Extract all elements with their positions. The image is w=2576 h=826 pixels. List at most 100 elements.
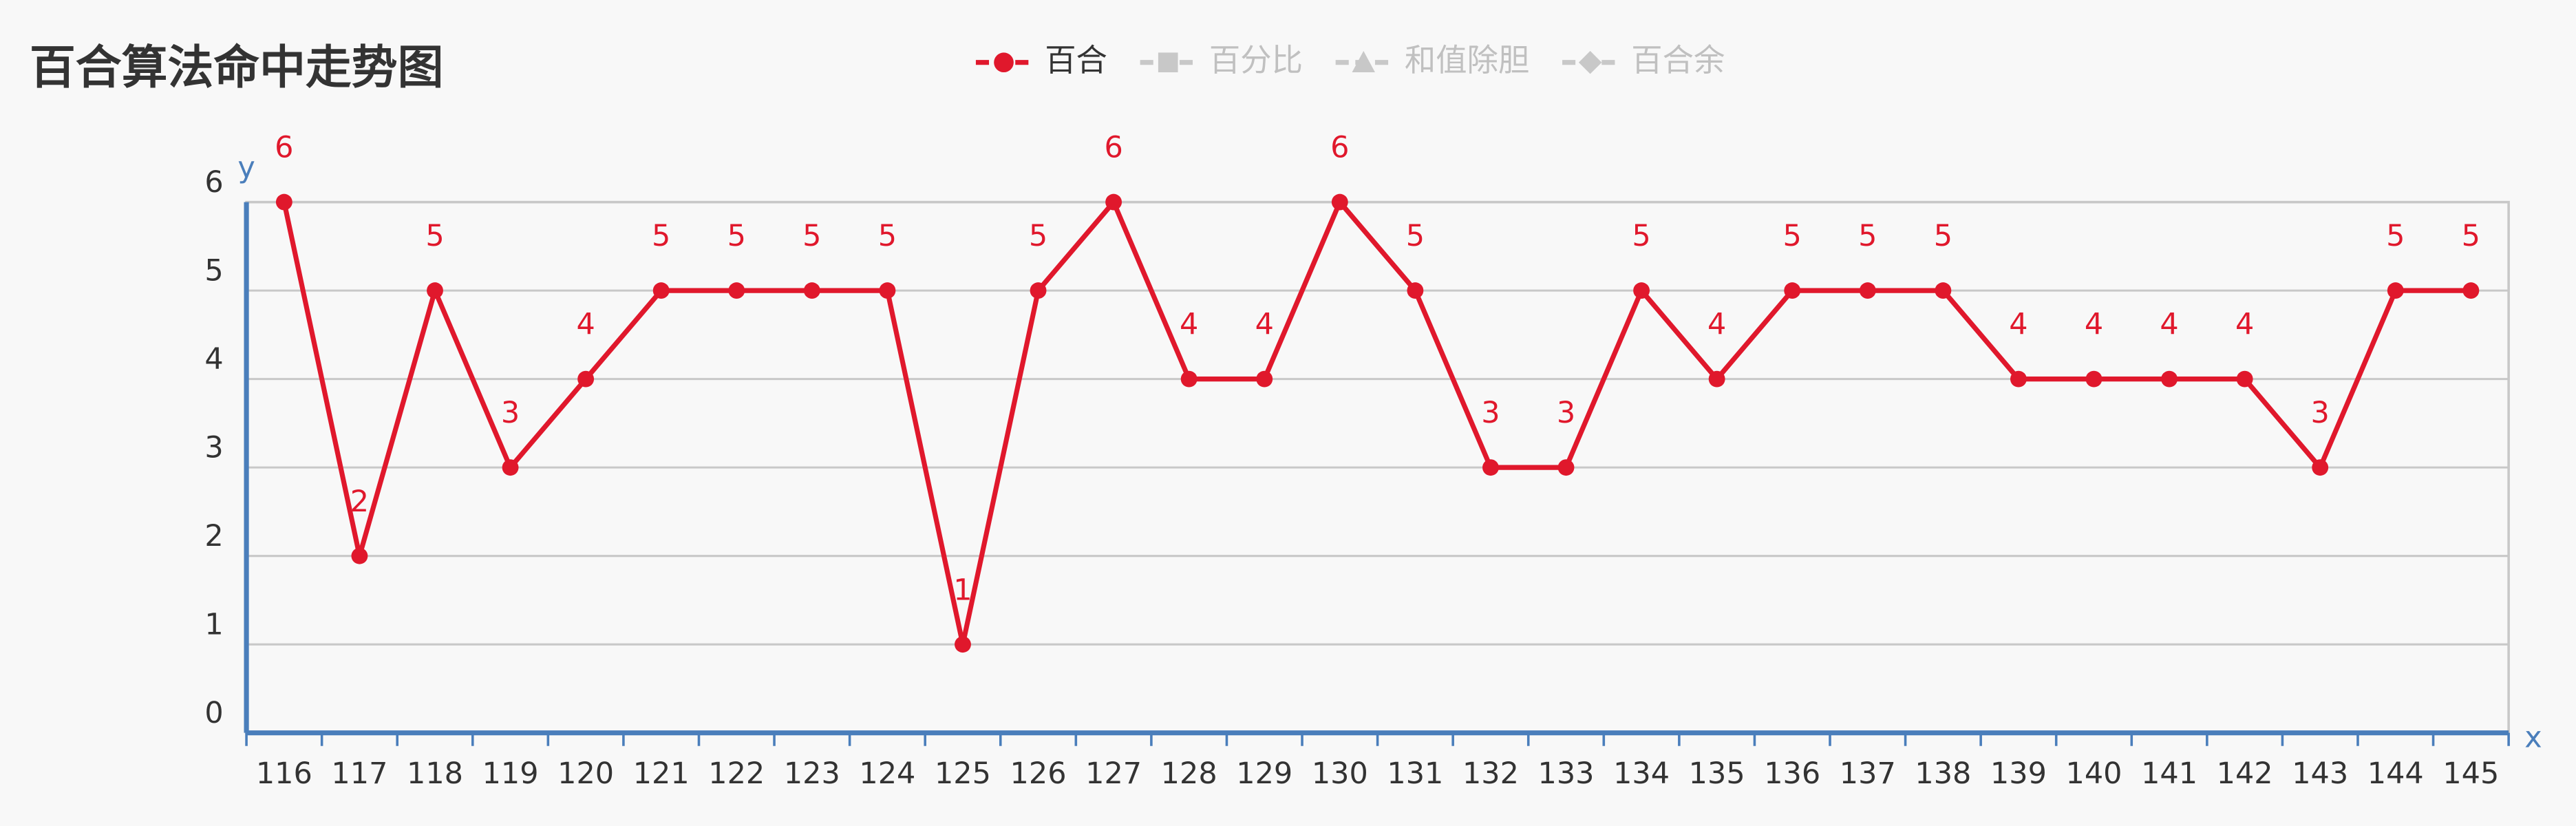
data-point <box>1105 193 1122 211</box>
data-label: 5 <box>1783 219 1802 253</box>
x-tick-label: 123 <box>784 756 840 791</box>
x-tick-label: 124 <box>859 756 915 791</box>
data-point <box>955 636 971 653</box>
x-tick-label: 144 <box>2367 756 2424 791</box>
data-point <box>2161 370 2178 388</box>
x-axis-label: x <box>2524 721 2542 755</box>
data-point <box>502 459 519 476</box>
data-label: 4 <box>1707 308 1726 342</box>
legend-label[interactable]: 百合 <box>1045 42 1107 78</box>
x-tick-label: 127 <box>1085 756 1142 791</box>
x-tick-label: 118 <box>407 756 463 791</box>
data-label: 5 <box>652 219 670 253</box>
x-tick-label: 130 <box>1312 756 1368 791</box>
legend-label[interactable]: 百合余 <box>1631 42 1725 78</box>
x-tick-label: 121 <box>633 756 690 791</box>
x-tick-label: 128 <box>1161 756 1217 791</box>
data-point <box>2010 370 2027 388</box>
x-tick-label: 136 <box>1764 756 1820 791</box>
data-label: 5 <box>1934 219 1952 253</box>
data-label: 5 <box>802 219 821 253</box>
x-tick-label: 122 <box>708 756 765 791</box>
data-point <box>1030 282 1047 299</box>
data-label: 4 <box>2235 308 2254 342</box>
data-label: 4 <box>2009 308 2027 342</box>
data-label: 6 <box>275 131 293 165</box>
data-point <box>2462 282 2480 299</box>
x-tick-label: 145 <box>2442 756 2499 791</box>
x-tick-label: 135 <box>1689 756 1745 791</box>
data-label: 6 <box>1330 131 1349 165</box>
data-label: 5 <box>1029 219 1047 253</box>
data-point <box>728 282 745 299</box>
data-point <box>275 193 292 211</box>
data-label: 3 <box>1481 396 1500 430</box>
data-label: 5 <box>425 219 444 253</box>
data-label: 3 <box>1557 396 1575 430</box>
data-label: 3 <box>2311 396 2330 430</box>
data-point <box>351 547 368 564</box>
data-label: 5 <box>2462 219 2480 253</box>
x-tick-label: 126 <box>1010 756 1067 791</box>
data-point <box>1708 370 1725 388</box>
data-label: 3 <box>501 396 520 430</box>
data-label: 5 <box>1858 219 1877 253</box>
data-point <box>1256 370 1273 388</box>
data-point <box>1557 459 1575 476</box>
data-point <box>577 370 595 388</box>
y-tick-label: 4 <box>204 342 223 377</box>
data-point <box>652 282 670 299</box>
y-tick-label: 6 <box>204 165 223 200</box>
x-tick-label: 120 <box>557 756 614 791</box>
x-tick-label: 119 <box>482 756 539 791</box>
legend-marker <box>994 52 1014 73</box>
data-point <box>1482 459 1499 476</box>
data-label: 5 <box>878 219 897 253</box>
data-label: 5 <box>1406 219 1425 253</box>
x-tick-label: 139 <box>1990 756 2047 791</box>
x-tick-label: 131 <box>1387 756 1443 791</box>
legend-label[interactable]: 百分比 <box>1209 42 1303 78</box>
x-tick-label: 142 <box>2217 756 2273 791</box>
data-label: 4 <box>576 308 595 342</box>
data-label: 4 <box>2160 308 2178 342</box>
data-label: 2 <box>350 485 369 519</box>
data-point <box>1633 282 1650 299</box>
legend-marker <box>1158 52 1178 73</box>
chart-title: 百合算法命中走势图 <box>30 41 443 94</box>
x-tick-label: 133 <box>1538 756 1595 791</box>
x-tick-label: 116 <box>256 756 312 791</box>
x-tick-label: 143 <box>2292 756 2348 791</box>
x-tick-label: 134 <box>1613 756 1670 791</box>
data-point <box>1859 282 1876 299</box>
data-label: 5 <box>1632 219 1650 253</box>
data-point <box>2236 370 2253 388</box>
legend-marker <box>1578 51 1602 74</box>
data-label: 6 <box>1104 131 1122 165</box>
data-point <box>427 282 443 299</box>
x-tick-label: 138 <box>1915 756 1971 791</box>
x-tick-label: 141 <box>2141 756 2197 791</box>
data-point <box>1935 282 1952 299</box>
x-tick-label: 125 <box>935 756 991 791</box>
x-tick-label: 137 <box>1840 756 1896 791</box>
legend-label[interactable]: 和值除胆 <box>1405 42 1529 78</box>
legend-marker <box>1352 51 1375 73</box>
data-label: 4 <box>1180 308 1198 342</box>
y-tick-label: 0 <box>204 696 223 730</box>
data-point <box>1180 370 1197 388</box>
y-tick-label: 3 <box>204 430 223 465</box>
data-point <box>1784 282 1801 299</box>
data-point <box>2387 282 2404 299</box>
data-point <box>1407 282 1424 299</box>
data-label: 5 <box>2386 219 2405 253</box>
data-point <box>803 282 820 299</box>
y-tick-label: 5 <box>204 253 223 288</box>
series-line <box>281 200 2471 647</box>
data-point <box>1331 193 1348 211</box>
y-tick-label: 1 <box>204 607 223 642</box>
y-axis-label: y <box>237 150 255 184</box>
data-label: 1 <box>953 573 972 607</box>
